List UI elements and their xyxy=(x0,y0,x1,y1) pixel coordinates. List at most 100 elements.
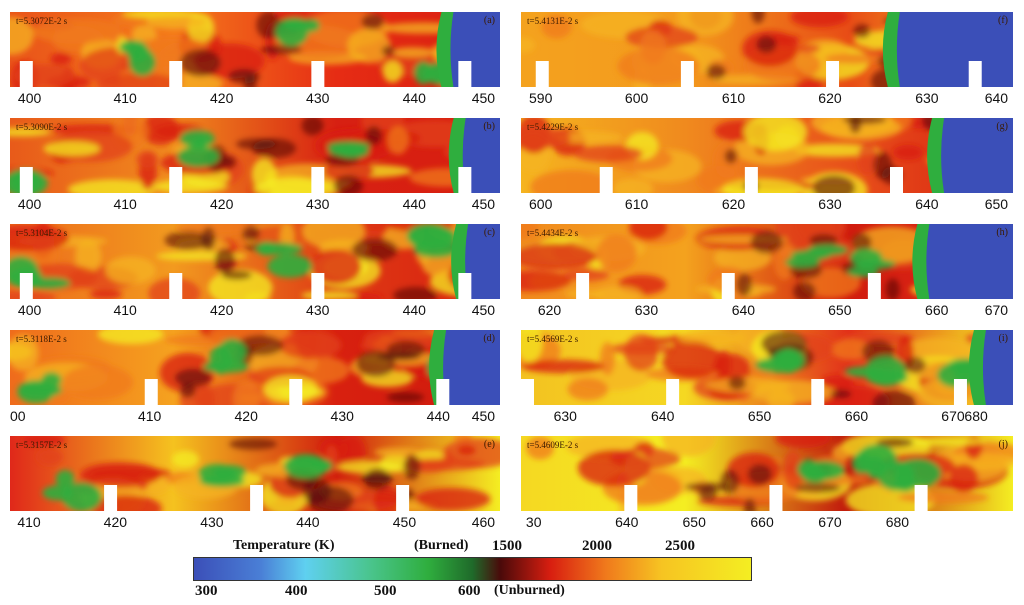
x-tick-label: 410 xyxy=(137,408,162,424)
unburned-pocket xyxy=(213,465,247,480)
x-tick-label: 450 xyxy=(471,302,496,318)
x-axis-ticks: 630 640 650 660 670 680 xyxy=(521,408,1013,428)
dark-reaction-zone xyxy=(351,238,398,262)
dark-reaction-zone xyxy=(706,64,726,80)
flame-eddy xyxy=(136,150,159,168)
obstacle xyxy=(144,379,158,405)
obstacle xyxy=(169,273,183,299)
flame-eddy xyxy=(75,239,102,273)
obstacle xyxy=(624,485,638,511)
flame-eddy xyxy=(572,145,643,163)
flame-eddy xyxy=(592,286,642,299)
flame-eddy xyxy=(902,337,975,365)
unburned-region xyxy=(462,118,500,193)
flame-eddy xyxy=(10,224,70,252)
x-tick-label: 650 xyxy=(828,302,852,318)
dark-reaction-zone xyxy=(244,74,257,87)
dark-reaction-zone xyxy=(876,437,914,448)
colorbar-bottom-value: 500 xyxy=(374,583,397,599)
unburned-pocket xyxy=(801,468,829,483)
temperature-field-e xyxy=(10,436,500,511)
flame-eddy xyxy=(567,377,609,401)
unburned-pocket xyxy=(866,368,908,386)
unburned-pocket xyxy=(851,452,872,475)
unburned-pocket xyxy=(893,458,942,488)
obstacle xyxy=(311,273,325,299)
dark-reaction-zone xyxy=(221,270,252,280)
dark-reaction-zone xyxy=(728,376,746,390)
unburned-pocket xyxy=(406,224,452,249)
unburned-pocket xyxy=(209,345,233,375)
panel-e: t=5.3157E-2 s (e) 410 420 430 440 450 460 xyxy=(10,436,500,537)
unburned-region xyxy=(926,224,1013,299)
flame-eddy xyxy=(172,450,199,469)
flame-eddy xyxy=(661,341,722,379)
flame-eddy xyxy=(721,178,805,193)
obstacle xyxy=(250,485,264,511)
flame-eddy xyxy=(522,359,605,374)
temperature-field-a xyxy=(10,12,500,87)
temperature-field-g xyxy=(521,118,1013,193)
flame-eddy xyxy=(521,37,535,53)
panel-f: t=5.4131E-2 s (f) 590 600 610 620 630 640 xyxy=(521,12,1013,113)
flame-eddy xyxy=(892,144,924,161)
colorbar-unburned-label: (Unburned) xyxy=(494,583,565,598)
time-label: t=5.4229E-2 s xyxy=(527,122,579,132)
obstacle xyxy=(521,379,534,405)
temperature-field-j xyxy=(521,436,1013,511)
time-label: t=5.3090E-2 s xyxy=(16,122,68,132)
dark-reaction-zone xyxy=(830,389,852,399)
flame-eddy xyxy=(105,256,156,285)
dark-reaction-zone xyxy=(842,118,887,125)
unburned-region xyxy=(896,12,1013,87)
flame-eddy xyxy=(797,44,821,53)
time-label: t=5.4434E-2 s xyxy=(527,228,579,238)
obstacle xyxy=(968,61,982,87)
obstacle xyxy=(535,61,549,87)
obstacle xyxy=(169,61,183,87)
flame-eddy xyxy=(775,436,831,449)
dark-reaction-zone xyxy=(381,45,395,57)
dark-reaction-zone xyxy=(812,175,856,193)
x-tick-label: 640 xyxy=(615,514,639,530)
dark-reaction-zone xyxy=(743,498,756,511)
obstacle xyxy=(890,167,903,193)
colorbar-gradient xyxy=(193,557,752,581)
unburned-pocket xyxy=(290,454,323,470)
flame-eddy xyxy=(541,14,572,39)
x-tick-label: 440 xyxy=(402,90,426,106)
flame-eddy xyxy=(10,16,34,55)
flame-eddy xyxy=(302,224,366,250)
dark-reaction-zone xyxy=(259,45,303,55)
time-label: t=5.3118E-2 s xyxy=(16,334,67,344)
flame-eddy xyxy=(31,18,122,44)
x-tick-label: 670 xyxy=(818,514,842,530)
dark-reaction-zone xyxy=(256,12,281,39)
x-tick-label: 650 xyxy=(682,514,706,530)
obstacle xyxy=(396,485,410,511)
panel-j: t=5.4609E-2 s (j) 30 640 650 660 670 680 xyxy=(521,436,1013,537)
flame-eddy xyxy=(97,73,183,87)
flame-eddy xyxy=(10,334,39,371)
dark-reaction-zone xyxy=(360,472,394,483)
temperature-field-f xyxy=(521,12,1013,87)
panel-label: (i) xyxy=(998,333,1008,344)
dark-reaction-zone xyxy=(180,49,221,77)
x-tick-label: 620 xyxy=(721,196,746,212)
x-tick-label: 670 xyxy=(941,408,965,424)
flame-eddy xyxy=(89,289,123,299)
dark-reaction-zone xyxy=(904,357,926,374)
obstacle xyxy=(436,379,450,405)
x-tick-label: 680 xyxy=(964,408,988,424)
flame-eddy xyxy=(917,377,987,405)
flame-eddy xyxy=(22,436,66,448)
flame-eddy xyxy=(232,380,261,405)
panel-i: t=5.4569E-2 s (i) 630 640 650 660 670 680 xyxy=(521,330,1013,431)
obstacle xyxy=(680,61,694,87)
obstacle xyxy=(311,167,325,193)
dark-reaction-zone xyxy=(873,152,893,180)
x-axis-ticks: 600 610 620 630 640 650 xyxy=(521,196,1013,216)
flame-eddy xyxy=(577,449,651,487)
turbulent-structures xyxy=(22,436,500,511)
obstacle xyxy=(721,273,735,299)
